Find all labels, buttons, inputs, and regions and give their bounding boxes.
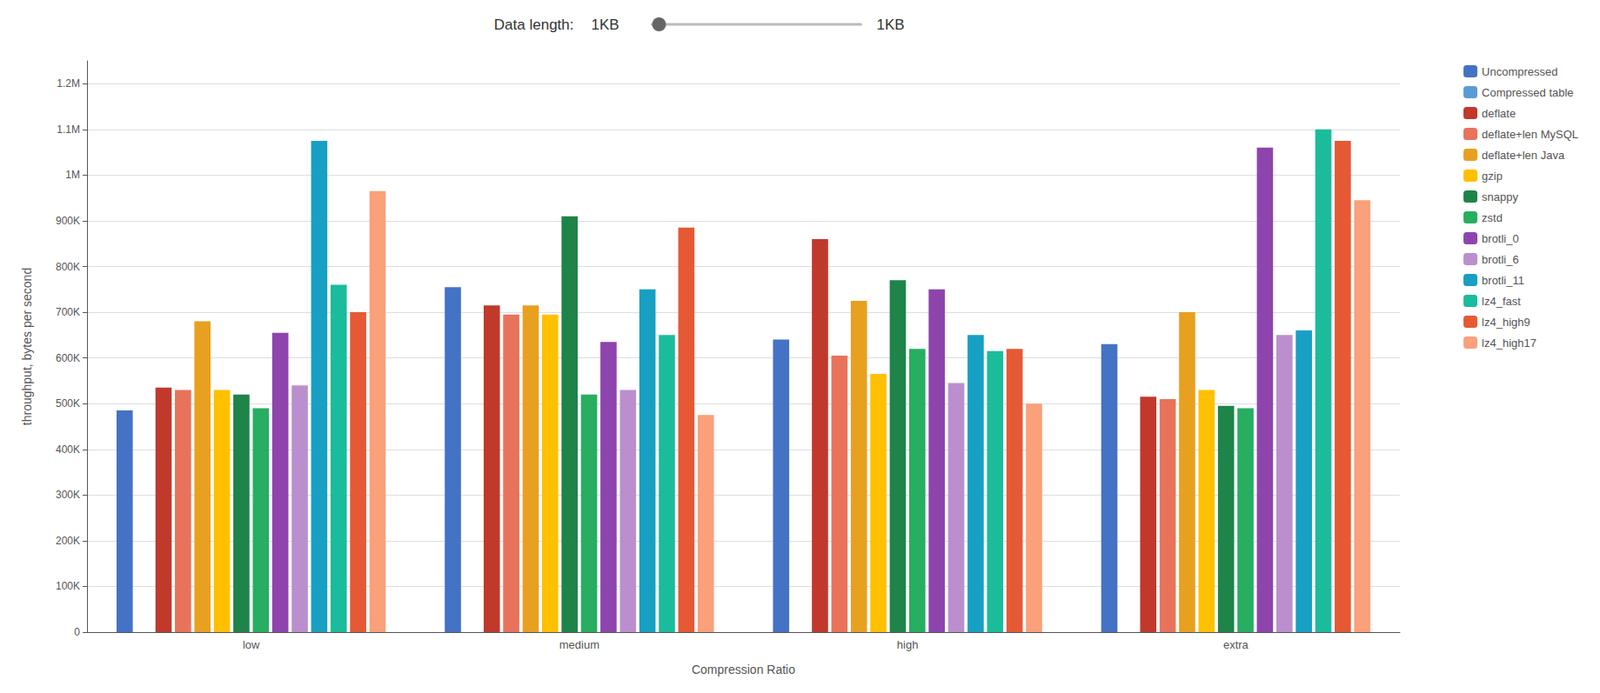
svg-text:gzip: gzip xyxy=(1481,169,1503,183)
svg-text:1.1M: 1.1M xyxy=(56,123,81,136)
svg-text:low: low xyxy=(242,638,261,652)
svg-text:1KB: 1KB xyxy=(591,16,620,34)
svg-text:700K: 700K xyxy=(55,306,81,319)
svg-text:1M: 1M xyxy=(65,168,81,181)
svg-text:0: 0 xyxy=(73,626,81,639)
svg-text:500K: 500K xyxy=(55,397,81,410)
svg-text:lz4_high17: lz4_high17 xyxy=(1481,336,1537,350)
svg-text:300K: 300K xyxy=(55,488,81,502)
svg-text:Uncompressed: Uncompressed xyxy=(1481,65,1558,79)
svg-text:600K: 600K xyxy=(55,352,81,365)
svg-text:1KB: 1KB xyxy=(876,16,905,34)
svg-text:deflate+len MySQL: deflate+len MySQL xyxy=(1481,127,1579,141)
svg-text:900K: 900K xyxy=(55,214,81,228)
svg-text:high: high xyxy=(897,638,919,652)
svg-text:snappy: snappy xyxy=(1481,190,1519,204)
svg-text:medium: medium xyxy=(559,638,600,652)
svg-text:Compressed table: Compressed table xyxy=(1481,86,1574,100)
svg-text:800K: 800K xyxy=(55,261,81,274)
svg-text:400K: 400K xyxy=(55,443,81,456)
svg-text:brotli_6: brotli_6 xyxy=(1481,253,1520,267)
svg-text:zstd: zstd xyxy=(1481,211,1503,225)
svg-text:brotli_11: brotli_11 xyxy=(1481,274,1525,288)
svg-text:lz4_fast: lz4_fast xyxy=(1481,294,1521,308)
svg-text:200K: 200K xyxy=(55,535,81,548)
svg-text:lz4_high9: lz4_high9 xyxy=(1481,315,1531,329)
svg-text:Compression Ratio: Compression Ratio xyxy=(691,662,796,677)
svg-text:1.2M: 1.2M xyxy=(56,77,81,90)
svg-text:deflate: deflate xyxy=(1481,107,1516,121)
svg-text:throughput, bytes per second: throughput, bytes per second xyxy=(20,267,34,426)
svg-text:Data length:: Data length: xyxy=(494,16,575,34)
svg-text:deflate+len Java: deflate+len Java xyxy=(1481,148,1566,162)
svg-text:brotli_0: brotli_0 xyxy=(1481,232,1520,246)
svg-text:100K: 100K xyxy=(55,580,81,593)
svg-text:extra: extra xyxy=(1223,638,1250,652)
